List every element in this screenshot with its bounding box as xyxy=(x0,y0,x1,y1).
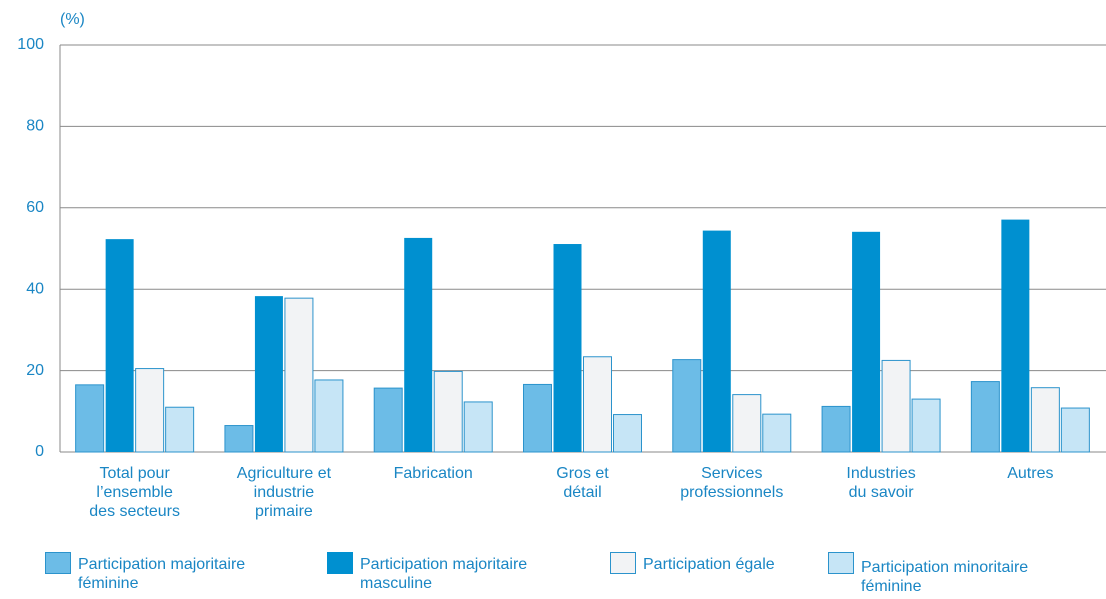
bar xyxy=(672,359,702,453)
bar xyxy=(284,297,314,453)
bar xyxy=(553,244,582,452)
bar xyxy=(762,413,792,453)
y-axis-unit: (%) xyxy=(60,11,85,28)
x-tick-label: Services professionnels xyxy=(680,465,784,501)
bar xyxy=(911,398,941,453)
x-tick-label: Agriculture et industrie primaire xyxy=(236,465,332,520)
bar xyxy=(702,230,731,452)
legend-label: Participation majoritaire masculine xyxy=(360,556,528,592)
bar xyxy=(1001,219,1030,452)
bar xyxy=(314,379,344,453)
legend-label: Participation minoritaire féminine xyxy=(861,559,1029,595)
y-tick-label: 100 xyxy=(17,36,44,53)
legend-swatch xyxy=(327,552,353,574)
bar xyxy=(523,383,552,453)
bar xyxy=(852,231,881,452)
x-tick-label: Industries du savoir xyxy=(846,465,916,501)
bar xyxy=(433,370,463,453)
legend-swatch xyxy=(45,552,71,574)
bar xyxy=(1030,387,1060,453)
bar xyxy=(165,406,195,453)
x-tick-label: Total pour l’ensemble des secteurs xyxy=(89,465,180,520)
bar xyxy=(1060,407,1090,453)
bar xyxy=(75,384,105,453)
x-tick-label: Autres xyxy=(1007,465,1054,482)
bar xyxy=(732,394,762,453)
x-tick-label: Gros et détail xyxy=(556,465,609,501)
bar xyxy=(404,237,433,452)
bar xyxy=(463,401,493,453)
y-tick-label: 20 xyxy=(26,362,44,379)
y-tick-label: 60 xyxy=(26,199,44,216)
bar xyxy=(613,414,642,453)
bar xyxy=(821,405,851,453)
bar xyxy=(105,239,134,452)
bar xyxy=(583,356,612,453)
bar xyxy=(224,425,254,453)
bar xyxy=(881,359,911,453)
legend-label: Participation majoritaire féminine xyxy=(78,556,246,592)
legend-swatch xyxy=(828,552,854,574)
legend-label: Participation égale xyxy=(643,556,775,573)
y-tick-label: 80 xyxy=(26,118,44,135)
y-tick-label: 40 xyxy=(26,280,44,297)
bar xyxy=(970,381,1000,453)
y-tick-label: 0 xyxy=(35,443,44,460)
bar xyxy=(373,387,403,453)
x-tick-label: Fabrication xyxy=(393,465,473,482)
bar xyxy=(254,296,283,452)
bar xyxy=(135,368,165,453)
legend-swatch xyxy=(610,552,636,574)
